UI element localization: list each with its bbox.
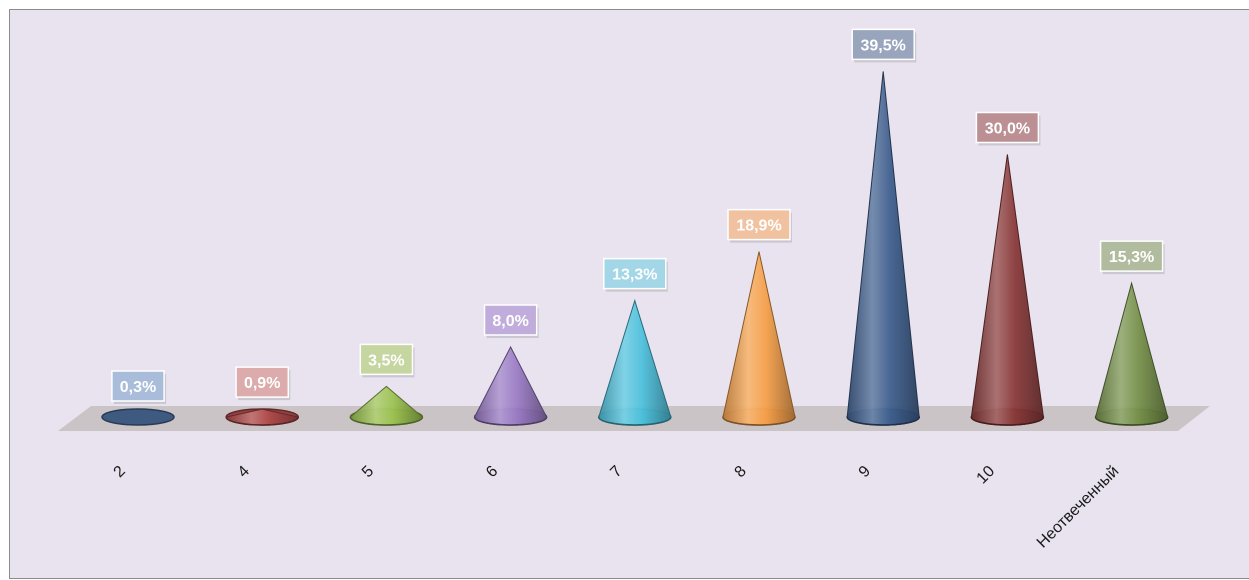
cone-body xyxy=(474,345,548,426)
cone-body xyxy=(1095,281,1169,426)
data-label-box xyxy=(359,343,414,376)
cone-bar-10 xyxy=(970,154,1045,426)
cone-bar-9 xyxy=(846,71,920,426)
data-label-text: 39,5% xyxy=(861,37,906,54)
cone-bar-2 xyxy=(101,408,175,426)
cone-bar-5 xyxy=(349,385,424,426)
data-label-box xyxy=(483,304,538,336)
x-axis-tick-labels: 2 4 5 6 7 8 9 10 Неотвеченный xyxy=(111,463,1123,552)
data-label-text: 0,9% xyxy=(244,375,280,392)
data-label-box xyxy=(111,370,165,402)
data-label: 15,3% xyxy=(1099,240,1165,275)
cone-body xyxy=(722,251,796,426)
cone-rim xyxy=(1094,416,1169,426)
data-label: 3,5% xyxy=(359,343,415,378)
x-tick-label: 10 xyxy=(974,463,999,488)
cone-body xyxy=(598,298,672,426)
cone-body xyxy=(349,385,423,426)
cone-rim xyxy=(225,416,299,426)
x-tick-label: 7 xyxy=(607,463,625,481)
data-label-box xyxy=(603,257,667,290)
data-label: 13,3% xyxy=(603,257,668,292)
data-label: 18,9% xyxy=(727,208,792,243)
x-tick-label: 2 xyxy=(111,463,129,481)
data-label-text: 3,5% xyxy=(368,352,404,369)
cone-body xyxy=(970,154,1044,426)
x-tick-label: 9 xyxy=(856,463,874,481)
cone-rim xyxy=(846,416,920,426)
x-tick-label: 5 xyxy=(359,463,377,481)
cone-bar-8 xyxy=(722,251,796,426)
cone-chart: 0,3% 0,9% 3,5% 8,0% 13,3% 18,9% 39,5% 30,0% 15,3… xyxy=(58,28,1210,552)
x-tick-label: 4 xyxy=(235,463,253,481)
cone-rim xyxy=(349,416,424,426)
data-label-text: 15,3% xyxy=(1109,249,1154,266)
data-label: 0,9% xyxy=(235,366,291,401)
data-label-box xyxy=(1099,240,1164,272)
cone-bar-4 xyxy=(225,408,299,426)
data-label: 30,0% xyxy=(975,111,1041,146)
x-tick-label: 6 xyxy=(483,463,501,481)
cone-rim xyxy=(473,416,548,426)
x-tick-label: Неотвеченный xyxy=(1034,463,1123,552)
data-label-box xyxy=(851,28,915,61)
cone-rim xyxy=(598,416,672,426)
cone-bar-Неотвеченный xyxy=(1094,281,1169,426)
cones-layer xyxy=(101,71,1169,426)
data-labels-layer: 0,3% 0,9% 3,5% 8,0% 13,3% 18,9% 39,5% 30,0% 15,3… xyxy=(111,28,1165,404)
data-label: 0,3% xyxy=(111,370,167,404)
data-label-text: 13,3% xyxy=(612,267,657,284)
data-label: 39,5% xyxy=(851,28,917,63)
data-label-text: 18,9% xyxy=(736,218,781,235)
cone-rim xyxy=(970,416,1045,426)
cone-base xyxy=(101,408,175,426)
data-label-text: 0,3% xyxy=(120,379,156,396)
cone-body xyxy=(846,71,920,426)
x-tick-label: 8 xyxy=(732,463,750,481)
cone-rim xyxy=(722,416,796,426)
cone-bar-6 xyxy=(473,345,548,426)
data-label-box xyxy=(727,208,791,241)
data-label-box xyxy=(975,111,1040,144)
chart-area: 0,3% 0,9% 3,5% 8,0% 13,3% 18,9% 39,5% 30,0% 15,3… xyxy=(9,9,1249,579)
data-label-box xyxy=(235,366,290,398)
data-label-text: 30,0% xyxy=(985,121,1030,138)
data-label: 8,0% xyxy=(483,304,539,338)
data-label-text: 8,0% xyxy=(492,313,528,330)
cone-bar-7 xyxy=(598,298,672,426)
